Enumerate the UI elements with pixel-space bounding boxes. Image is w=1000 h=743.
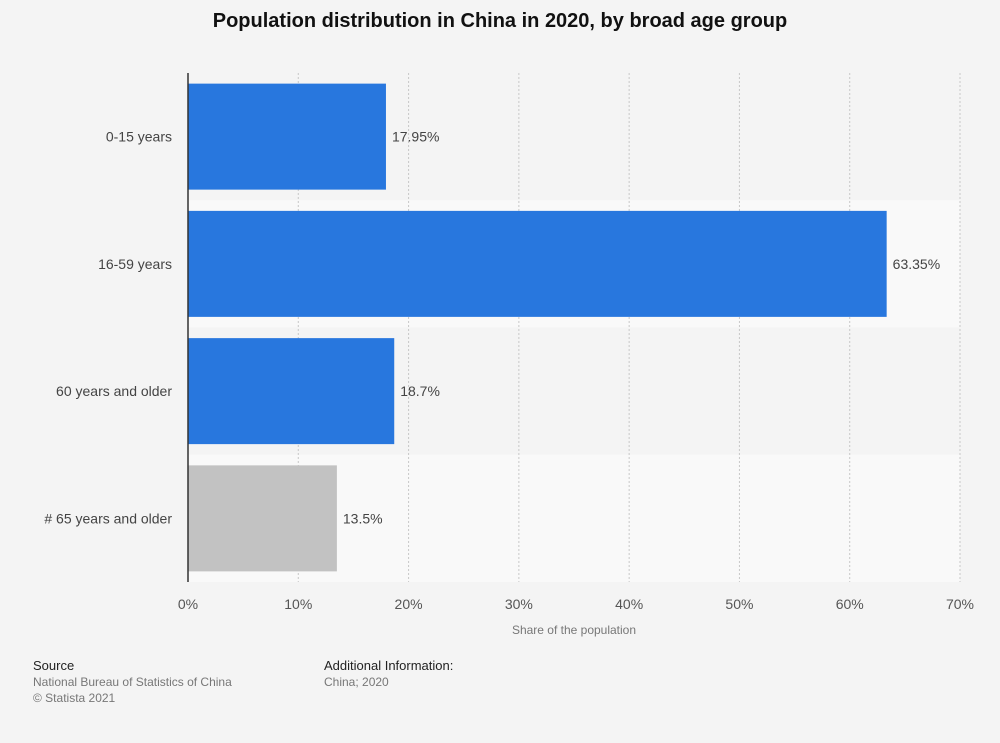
x-tick-label: 40% xyxy=(615,596,643,612)
x-tick-label: 50% xyxy=(725,596,753,612)
source-heading: Source xyxy=(33,658,75,673)
bar[interactable] xyxy=(188,210,887,317)
source-block: Source National Bureau of Statistics of … xyxy=(33,658,232,706)
category-label: 0-15 years xyxy=(106,129,172,145)
source-text[interactable]: National Bureau of Statistics of China xyxy=(33,675,232,689)
category-label: # 65 years and older xyxy=(44,510,172,526)
x-tick-label: 30% xyxy=(505,596,533,612)
bar[interactable] xyxy=(188,465,337,572)
additional-info-heading: Additional Information: xyxy=(324,658,454,673)
data-label: 13.5% xyxy=(343,510,383,526)
additional-info-text: China; 2020 xyxy=(324,675,389,689)
data-label: 17.95% xyxy=(392,129,439,145)
x-axis-title: Share of the population xyxy=(512,623,636,637)
x-tick-label: 60% xyxy=(836,596,864,612)
category-label: 16-59 years xyxy=(98,256,172,272)
additional-info-block: Additional Information: China; 2020 xyxy=(324,658,453,690)
data-label: 63.35% xyxy=(893,256,940,272)
chart-title: Population distribution in China in 2020… xyxy=(212,10,788,32)
category-label: 60 years and older xyxy=(56,383,172,399)
data-label: 18.7% xyxy=(400,383,440,399)
x-tick-label: 10% xyxy=(284,596,312,612)
x-tick-label: 70% xyxy=(946,596,974,612)
x-tick-label: 20% xyxy=(395,596,423,612)
copyright-text: © Statista 2021 xyxy=(33,691,116,705)
x-tick-label: 0% xyxy=(178,596,198,612)
bar[interactable] xyxy=(188,338,395,445)
bar[interactable] xyxy=(188,83,386,190)
